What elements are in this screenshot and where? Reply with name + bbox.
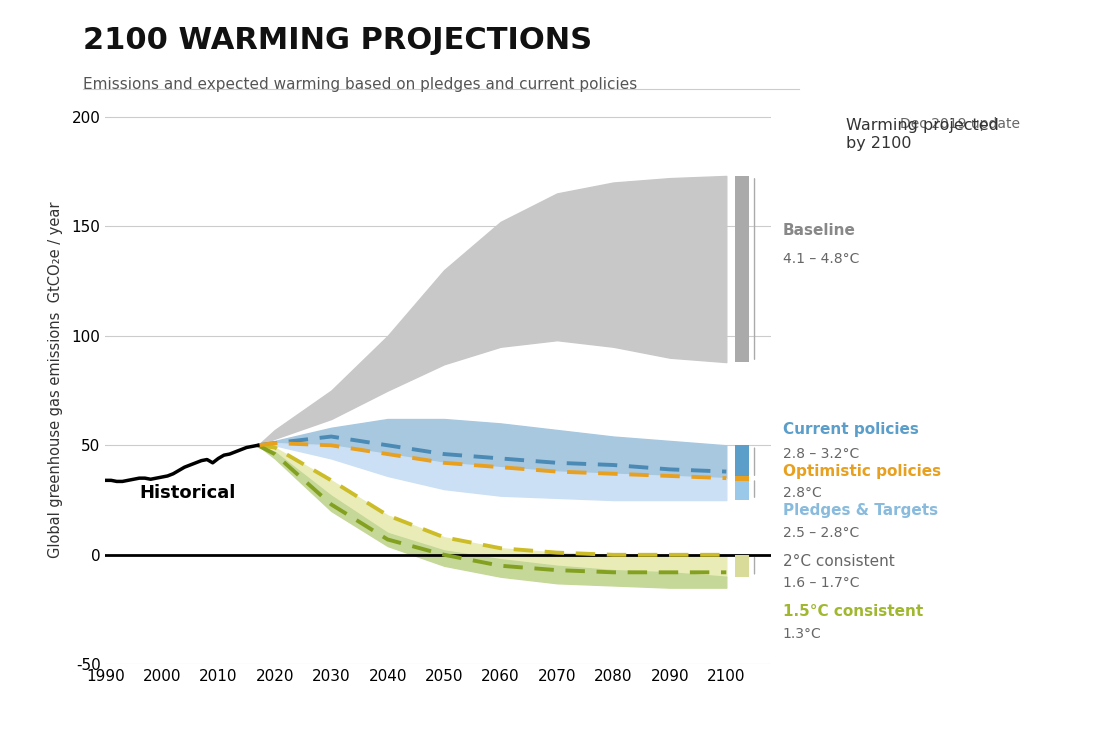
Text: 2.8°C: 2.8°C: [783, 486, 821, 501]
Bar: [735, 478, 749, 500]
Text: Historical: Historical: [140, 484, 235, 502]
Y-axis label: Global greenhouse gas emissions  GtCO₂e / year: Global greenhouse gas emissions GtCO₂e /…: [49, 201, 63, 558]
Text: Current policies: Current policies: [783, 423, 919, 437]
Text: 1.5°C consistent: 1.5°C consistent: [783, 604, 924, 619]
Text: Dec 2019 update: Dec 2019 update: [900, 117, 1020, 131]
Text: 1.3°C: 1.3°C: [783, 626, 821, 641]
Bar: [735, 555, 749, 577]
Text: 2°C consistent: 2°C consistent: [783, 554, 895, 569]
Text: 1.6 – 1.7°C: 1.6 – 1.7°C: [783, 576, 859, 591]
Bar: [735, 445, 749, 478]
Bar: [735, 476, 749, 482]
Text: Pledges & Targets: Pledges & Targets: [783, 504, 938, 518]
Text: Warming projected
by 2100: Warming projected by 2100: [846, 118, 999, 150]
Text: Emissions and expected warming based on pledges and current policies: Emissions and expected warming based on …: [83, 77, 637, 92]
Text: 4.1 – 4.8°C: 4.1 – 4.8°C: [783, 252, 859, 266]
Bar: [735, 176, 749, 362]
Text: 2.8 – 3.2°C: 2.8 – 3.2°C: [783, 447, 859, 461]
Text: Baseline: Baseline: [783, 223, 856, 238]
Text: 2.5 – 2.8°C: 2.5 – 2.8°C: [783, 526, 859, 540]
Text: 2100 WARMING PROJECTIONS: 2100 WARMING PROJECTIONS: [83, 26, 593, 55]
Text: Optimistic policies: Optimistic policies: [783, 464, 941, 479]
